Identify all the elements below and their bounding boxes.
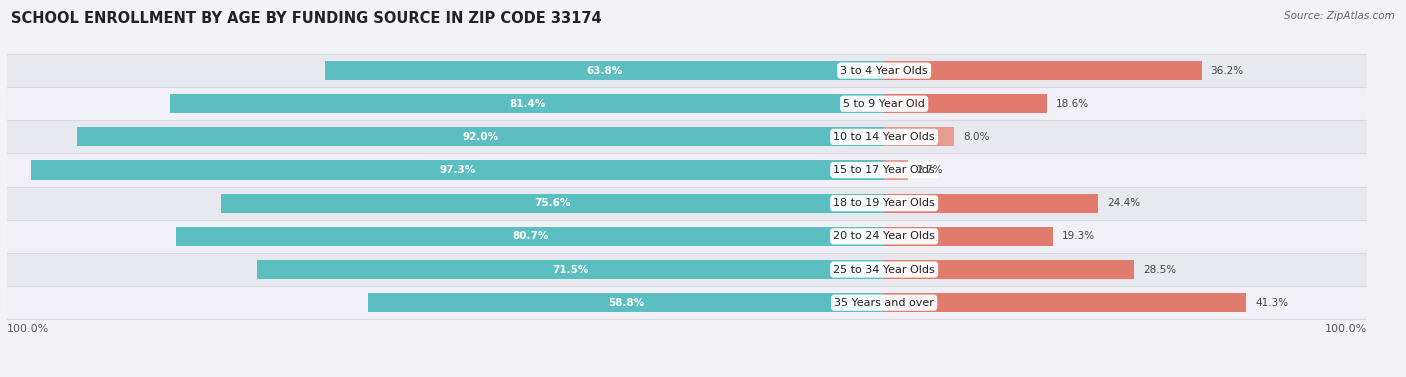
Bar [884, 127, 955, 147]
Bar [884, 193, 1098, 213]
Text: 24.4%: 24.4% [1107, 198, 1140, 208]
Legend: Public School, Private School: Public School, Private School [418, 373, 630, 377]
Text: 25 to 34 Year Olds: 25 to 34 Year Olds [834, 265, 935, 274]
Text: 18 to 19 Year Olds: 18 to 19 Year Olds [834, 198, 935, 208]
Bar [325, 61, 884, 80]
Bar [31, 161, 884, 180]
Bar [77, 127, 884, 147]
Text: 18.6%: 18.6% [1056, 99, 1090, 109]
Bar [7, 220, 1367, 253]
Text: 71.5%: 71.5% [553, 265, 589, 274]
Bar [884, 94, 1047, 113]
Text: 10 to 14 Year Olds: 10 to 14 Year Olds [834, 132, 935, 142]
Text: 2.7%: 2.7% [917, 165, 943, 175]
Bar [884, 227, 1053, 246]
Text: 3 to 4 Year Olds: 3 to 4 Year Olds [841, 66, 928, 75]
Bar [884, 260, 1135, 279]
Text: 35 Years and over: 35 Years and over [834, 298, 934, 308]
Bar [884, 293, 1247, 312]
Bar [7, 54, 1367, 87]
Text: 75.6%: 75.6% [534, 198, 571, 208]
Text: 28.5%: 28.5% [1143, 265, 1175, 274]
Bar [7, 253, 1367, 286]
Text: SCHOOL ENROLLMENT BY AGE BY FUNDING SOURCE IN ZIP CODE 33174: SCHOOL ENROLLMENT BY AGE BY FUNDING SOUR… [11, 11, 602, 26]
Bar [221, 193, 884, 213]
Bar [7, 286, 1367, 319]
Text: 20 to 24 Year Olds: 20 to 24 Year Olds [834, 231, 935, 241]
Bar [884, 61, 1202, 80]
Text: 100.0%: 100.0% [7, 323, 49, 334]
Text: 41.3%: 41.3% [1256, 298, 1288, 308]
Text: 15 to 17 Year Olds: 15 to 17 Year Olds [834, 165, 935, 175]
Text: 80.7%: 80.7% [512, 231, 548, 241]
Text: 58.8%: 58.8% [609, 298, 644, 308]
Text: 5 to 9 Year Old: 5 to 9 Year Old [844, 99, 925, 109]
Bar [176, 227, 884, 246]
Text: 92.0%: 92.0% [463, 132, 499, 142]
Bar [7, 120, 1367, 153]
Bar [368, 293, 884, 312]
Bar [257, 260, 884, 279]
Bar [7, 153, 1367, 187]
Text: 8.0%: 8.0% [963, 132, 990, 142]
Bar [170, 94, 884, 113]
Text: 19.3%: 19.3% [1063, 231, 1095, 241]
Text: 63.8%: 63.8% [586, 66, 623, 75]
Text: 97.3%: 97.3% [439, 165, 475, 175]
Bar [884, 161, 908, 180]
Text: 36.2%: 36.2% [1211, 66, 1244, 75]
Text: 100.0%: 100.0% [1324, 323, 1367, 334]
Bar [7, 187, 1367, 220]
Text: Source: ZipAtlas.com: Source: ZipAtlas.com [1284, 11, 1395, 21]
Text: 81.4%: 81.4% [509, 99, 546, 109]
Bar [7, 87, 1367, 120]
